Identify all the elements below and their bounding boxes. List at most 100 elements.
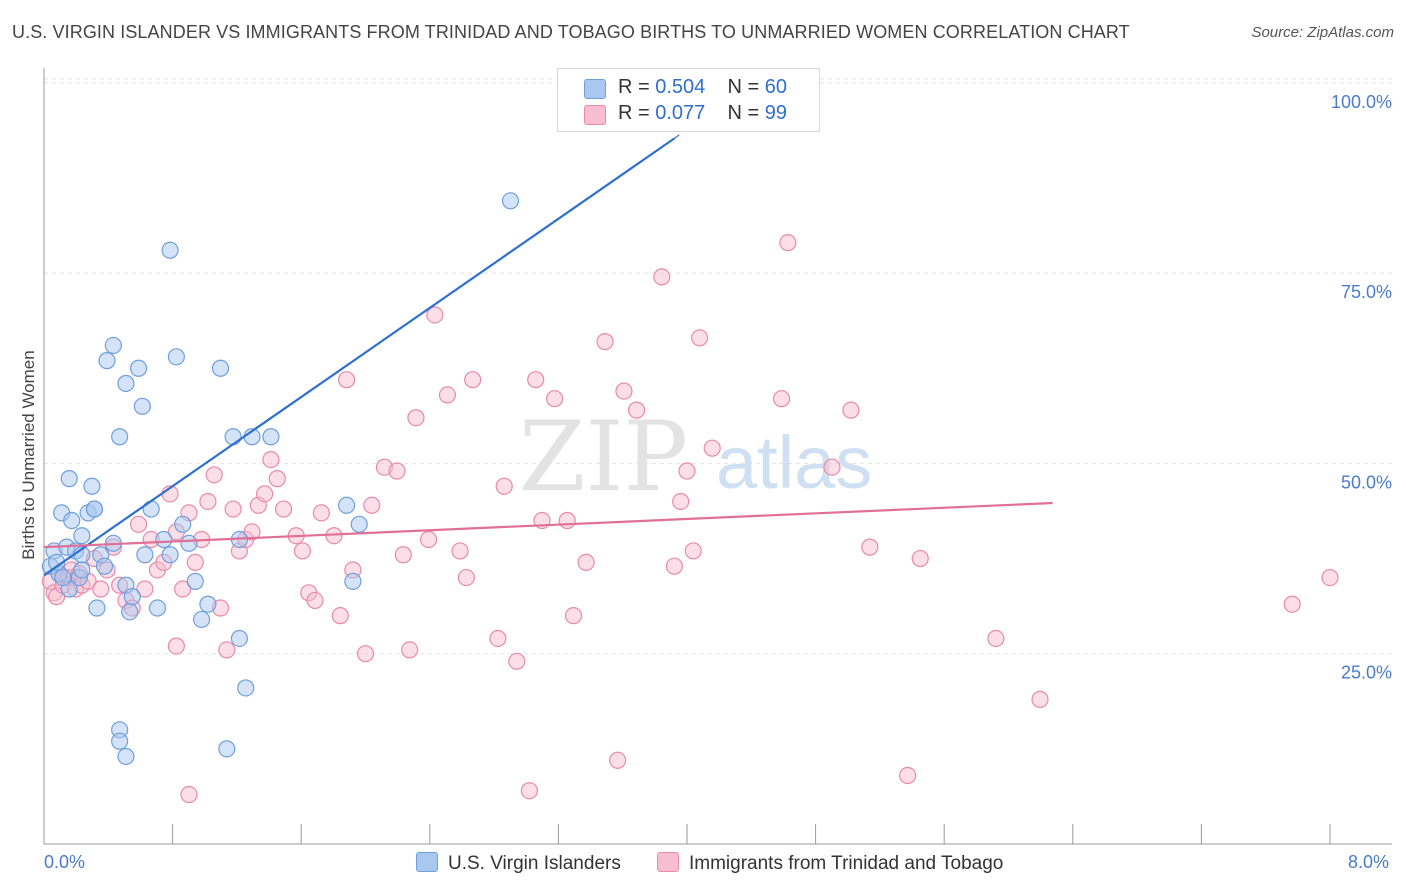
data-point	[823, 458, 841, 476]
data-point	[85, 500, 104, 518]
bottom-legend-swatch-pink	[657, 852, 679, 872]
data-point	[73, 561, 91, 579]
gridlines	[44, 78, 1392, 655]
data-point	[987, 629, 1005, 648]
data-point	[495, 477, 513, 495]
data-point	[174, 515, 192, 533]
data-point	[161, 546, 179, 564]
legend-r-label: R =	[618, 76, 650, 98]
data-point	[237, 679, 255, 697]
data-point	[615, 382, 633, 400]
watermark: ZIP atlas	[519, 401, 873, 513]
legend-n-label: N =	[727, 76, 760, 98]
data-point	[63, 511, 81, 530]
data-point	[861, 538, 879, 556]
data-point	[95, 557, 114, 575]
data-point	[180, 785, 198, 804]
data-point	[48, 553, 66, 571]
data-point	[665, 557, 683, 575]
watermark-atlas: atlas	[716, 421, 872, 504]
data-point	[312, 504, 330, 522]
data-point	[192, 610, 211, 629]
data-point	[268, 470, 286, 488]
data-point	[306, 591, 324, 610]
data-point	[136, 546, 154, 564]
data-point	[363, 496, 381, 514]
y-tick-label: 75.0%	[1341, 282, 1392, 302]
data-point	[243, 523, 261, 541]
data-point	[88, 599, 106, 617]
data-point	[262, 428, 280, 446]
bottom-legend-label: U.S. Virgin Islanders	[448, 853, 621, 874]
data-point	[111, 428, 129, 446]
data-point	[627, 401, 646, 419]
data-point	[388, 462, 406, 480]
legend-n-value: 99	[764, 102, 788, 124]
data-point	[218, 740, 236, 758]
data-point	[186, 572, 204, 590]
data-point	[337, 496, 356, 514]
y-tick-label: 100.0%	[1331, 92, 1392, 112]
data-point	[331, 607, 349, 625]
data-point	[256, 485, 274, 503]
data-point	[224, 500, 242, 518]
data-point	[123, 588, 141, 606]
data-point	[262, 450, 280, 469]
x-tick-min: 0.0%	[44, 852, 86, 872]
trend-line-trinidad-tobago	[43, 501, 1053, 549]
data-point	[684, 542, 702, 560]
data-point	[337, 371, 356, 389]
data-point	[678, 462, 696, 480]
x-tick-max: 8.0%	[1348, 852, 1390, 872]
legend-n-value: 60	[764, 76, 788, 98]
data-point	[407, 409, 425, 427]
bottom-legend-trinidad-tobago: Immigrants from Trinidad and Tobago	[657, 852, 1003, 875]
data-point	[350, 515, 368, 533]
data-point	[73, 527, 91, 545]
data-point	[211, 359, 230, 377]
legend-swatch-blue	[584, 79, 606, 99]
data-point	[92, 580, 110, 598]
data-point	[60, 470, 78, 488]
data-point	[1321, 568, 1339, 587]
data-point	[691, 329, 709, 347]
data-point	[438, 386, 457, 404]
data-point	[1031, 690, 1049, 708]
data-point	[772, 390, 791, 408]
data-point	[609, 751, 627, 769]
data-point	[148, 599, 167, 617]
data-point	[653, 268, 671, 286]
data-point	[136, 580, 154, 598]
data-point	[508, 652, 526, 670]
trend-line-virgin-islanders	[43, 137, 676, 577]
data-point	[129, 515, 148, 533]
data-point	[174, 580, 192, 598]
data-point	[457, 568, 475, 587]
y-tick-label: 25.0%	[1341, 663, 1392, 683]
data-point	[596, 333, 614, 351]
data-point	[111, 732, 129, 750]
data-point	[205, 466, 223, 484]
data-point	[224, 428, 242, 446]
data-point	[218, 641, 236, 659]
legend-r-value: 0.077	[655, 102, 706, 124]
data-point	[564, 607, 583, 625]
data-point	[394, 546, 412, 564]
data-point	[230, 629, 249, 648]
data-point	[527, 371, 545, 389]
data-point	[117, 747, 135, 766]
data-point	[155, 530, 173, 549]
y-tick-label: 50.0%	[1341, 472, 1392, 492]
data-point	[899, 766, 917, 785]
data-point	[451, 542, 469, 560]
data-point	[344, 572, 362, 590]
data-point	[356, 645, 375, 663]
legend-swatch-pink	[584, 105, 606, 125]
data-point	[293, 542, 312, 560]
data-point	[83, 477, 101, 495]
data-point	[520, 782, 539, 800]
bottom-legend-swatch-blue	[416, 852, 438, 872]
data-point	[167, 637, 185, 655]
data-point	[161, 241, 179, 259]
